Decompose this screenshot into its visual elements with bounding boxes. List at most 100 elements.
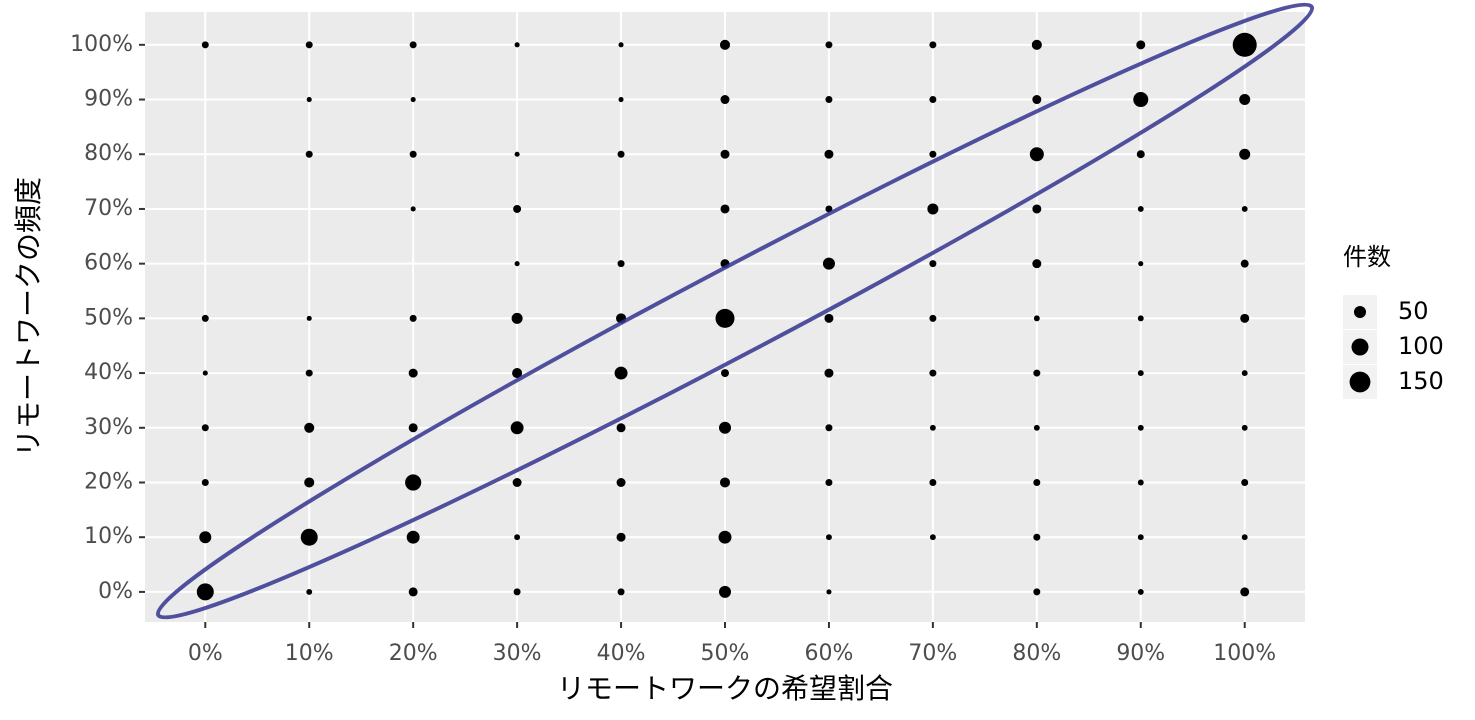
bubble (929, 41, 937, 49)
bubble (202, 370, 208, 376)
y-tick-label: 10% (84, 524, 133, 549)
x-tick-label: 10% (285, 641, 334, 666)
bubble (929, 369, 937, 377)
bubble (825, 478, 833, 486)
y-tick-label: 50% (84, 305, 133, 330)
bubble (1241, 206, 1248, 212)
bubble (1241, 424, 1248, 431)
bubble (405, 474, 422, 491)
bubble (1137, 370, 1144, 377)
bubble (514, 534, 521, 541)
bubble (1033, 424, 1040, 431)
bubble (408, 587, 418, 597)
points (196, 32, 1257, 601)
bubble (1032, 204, 1042, 214)
legend-bubble (1349, 371, 1371, 393)
bubble (822, 257, 835, 270)
bubble (1133, 92, 1149, 108)
x-tick-label: 0% (188, 641, 223, 666)
bubble (929, 96, 937, 104)
bubble (1239, 148, 1251, 160)
bubble (824, 368, 834, 378)
bubble (824, 149, 834, 159)
bubble (408, 368, 418, 378)
bubble (514, 261, 520, 267)
bubble (1137, 588, 1144, 595)
bubble (618, 42, 624, 48)
x-tick-label: 80% (1012, 641, 1061, 666)
bubble (406, 530, 420, 544)
bubble (929, 150, 937, 158)
bubble (1033, 588, 1041, 596)
bubble (514, 151, 520, 157)
bubble (513, 588, 521, 596)
bubble (1032, 259, 1042, 269)
bubble (1240, 259, 1249, 268)
bubble (1033, 478, 1041, 486)
bubble (201, 424, 209, 432)
y-tick-label: 0% (98, 579, 133, 604)
bubble (305, 41, 313, 49)
bubble (1033, 315, 1040, 322)
y-tick-label: 80% (84, 141, 133, 166)
x-axis-title: リモートワークの希望割合 (557, 672, 893, 705)
bubble (512, 368, 523, 379)
bubble (1136, 150, 1145, 159)
bubble (825, 41, 833, 49)
bubble (719, 477, 731, 488)
highlight-ellipse (155, 2, 1315, 620)
x-tick-label: 90% (1116, 641, 1165, 666)
bubble (720, 95, 730, 105)
y-tick-label: 70% (84, 196, 133, 221)
bubble (1241, 534, 1248, 541)
bubble (720, 204, 730, 214)
bubble (1032, 95, 1042, 105)
bubble (1137, 424, 1144, 431)
legend-title: 件数 (1343, 243, 1391, 271)
x-tick-label: 40% (597, 641, 646, 666)
bubble (201, 41, 209, 49)
bubble (718, 421, 732, 434)
bubble (510, 421, 524, 435)
bubble (1137, 315, 1144, 322)
bubble (1240, 587, 1250, 597)
bubble (196, 583, 214, 601)
legend-label: 150 (1398, 367, 1444, 395)
legend-bubble (1351, 338, 1369, 356)
y-tick-label: 30% (84, 415, 133, 440)
y-tick-label: 20% (84, 469, 133, 494)
x-tick-label: 50% (701, 641, 750, 666)
y-tick-label: 60% (84, 251, 133, 276)
bubble (721, 369, 729, 378)
x-tick-label: 70% (908, 641, 957, 666)
bubble (929, 424, 936, 431)
bubble (715, 308, 735, 328)
y-tick-label: 100% (70, 32, 133, 57)
bubble (304, 477, 315, 488)
bubble (720, 149, 730, 159)
bubble (929, 314, 937, 322)
bubble (929, 478, 937, 486)
bubble (929, 260, 937, 268)
bubble (616, 423, 626, 433)
bubble (201, 478, 209, 486)
bubble (718, 530, 732, 544)
bubble (513, 204, 522, 213)
bubble (824, 313, 834, 323)
legend-label: 50 (1398, 297, 1429, 325)
bubble (306, 96, 312, 103)
bubble (512, 477, 522, 487)
y-axis-title: リモートワークの頻度 (12, 177, 45, 457)
bubble (614, 366, 628, 380)
bubble (617, 588, 625, 596)
y-tick-label: 40% (84, 360, 133, 385)
bubble (410, 206, 416, 212)
bubble (201, 314, 209, 322)
bubble (305, 150, 313, 158)
bubble (618, 96, 624, 103)
x-tick-label: 30% (493, 641, 542, 666)
x-tick-label: 20% (389, 641, 438, 666)
bubble (1137, 479, 1144, 486)
bubble (719, 39, 731, 50)
